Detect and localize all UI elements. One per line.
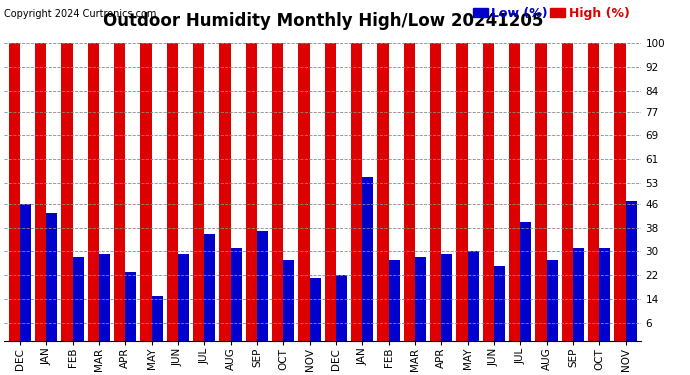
Bar bbox=[284, 260, 295, 341]
Bar bbox=[141, 43, 152, 341]
Title: Outdoor Humidity Monthly High/Low 20241205: Outdoor Humidity Monthly High/Low 202412… bbox=[103, 12, 543, 30]
Bar bbox=[219, 43, 230, 341]
Bar bbox=[535, 43, 546, 341]
Bar bbox=[114, 43, 126, 341]
Bar bbox=[377, 43, 388, 341]
Bar bbox=[430, 43, 441, 341]
Text: Copyright 2024 Curtronics.com: Copyright 2024 Curtronics.com bbox=[4, 9, 157, 19]
Bar bbox=[230, 249, 241, 341]
Bar bbox=[152, 296, 163, 341]
Bar bbox=[204, 234, 215, 341]
Legend: Low (%), High (%): Low (%), High (%) bbox=[468, 2, 635, 25]
Bar bbox=[494, 266, 505, 341]
Bar bbox=[468, 252, 479, 341]
Bar bbox=[520, 222, 531, 341]
Bar bbox=[562, 43, 573, 341]
Bar bbox=[336, 275, 347, 341]
Bar bbox=[614, 43, 626, 341]
Bar bbox=[441, 254, 453, 341]
Bar bbox=[546, 260, 558, 341]
Bar bbox=[599, 249, 611, 341]
Bar bbox=[167, 43, 178, 341]
Bar bbox=[362, 177, 373, 341]
Bar bbox=[415, 257, 426, 341]
Bar bbox=[456, 43, 468, 341]
Bar bbox=[61, 43, 72, 341]
Bar bbox=[35, 43, 46, 341]
Bar bbox=[9, 43, 20, 341]
Bar bbox=[257, 231, 268, 341]
Bar bbox=[72, 257, 83, 341]
Bar bbox=[88, 43, 99, 341]
Bar bbox=[126, 272, 137, 341]
Bar bbox=[573, 249, 584, 341]
Bar bbox=[509, 43, 520, 341]
Bar bbox=[46, 213, 57, 341]
Bar bbox=[325, 43, 336, 341]
Bar bbox=[20, 204, 31, 341]
Bar bbox=[193, 43, 204, 341]
Bar bbox=[178, 254, 189, 341]
Bar bbox=[298, 43, 310, 341]
Bar bbox=[388, 260, 400, 341]
Bar bbox=[272, 43, 284, 341]
Bar bbox=[404, 43, 415, 341]
Bar bbox=[588, 43, 599, 341]
Bar bbox=[246, 43, 257, 341]
Bar bbox=[483, 43, 494, 341]
Bar bbox=[310, 278, 321, 341]
Bar bbox=[99, 254, 110, 341]
Bar bbox=[626, 201, 637, 341]
Bar bbox=[351, 43, 362, 341]
